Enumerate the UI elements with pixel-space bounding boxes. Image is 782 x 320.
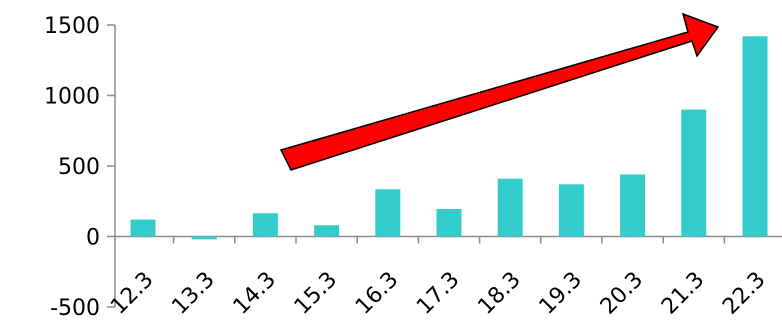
bar-19.3	[558, 184, 584, 237]
bar-20.3	[620, 174, 646, 237]
bar-14.3	[252, 213, 278, 237]
trend-arrow-icon	[279, 12, 720, 171]
x-tick-label: 14.3	[229, 267, 281, 319]
x-tick-label: 22.3	[718, 267, 770, 319]
y-tick-label: 1500	[44, 14, 100, 39]
bar-21.3	[681, 109, 707, 237]
x-tick-label: 13.3	[167, 267, 219, 319]
x-tick-label: 19.3	[535, 267, 587, 319]
x-tick-label: 21.3	[657, 267, 709, 319]
y-tick-label: 0	[86, 226, 100, 251]
x-tick-label: 17.3	[412, 267, 464, 319]
x-tick-label: 20.3	[596, 267, 648, 319]
x-tick-label: 18.3	[473, 267, 525, 319]
bar-18.3	[497, 178, 523, 237]
y-tick-label: 1000	[44, 85, 100, 110]
bar-22.3	[742, 36, 768, 237]
y-tick-label: -500	[50, 296, 100, 320]
y-tick-labels: -500 0 500 1000 1500	[44, 14, 100, 320]
x-tick-labels: 12.3 13.3 14.3 15.3 16.3 17.3 18.3 19.3 20.3 21.3…	[106, 267, 770, 319]
y-tick-label: 500	[58, 155, 100, 180]
bar-16.3	[375, 189, 401, 237]
bar-15.3	[314, 225, 340, 237]
x-tick-label: 16.3	[351, 267, 403, 319]
x-tick-label: 15.3	[290, 267, 342, 319]
bar-12.3	[130, 219, 156, 237]
axis-layer	[107, 24, 782, 308]
bars-layer	[130, 36, 768, 240]
x-tick-label: 12.3	[106, 267, 158, 319]
bar-13.3	[191, 236, 217, 240]
bar-17.3	[436, 209, 462, 237]
annotation-layer	[279, 12, 720, 171]
